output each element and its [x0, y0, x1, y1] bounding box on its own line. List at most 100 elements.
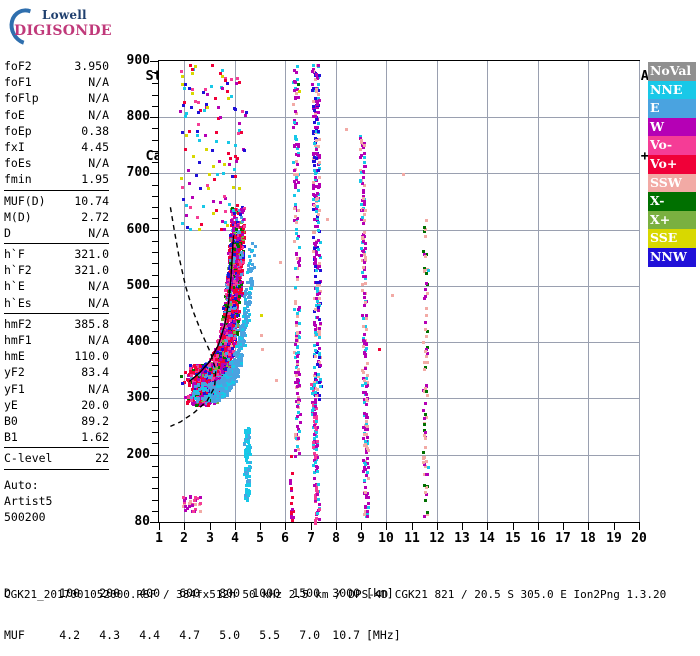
echo-point [229, 331, 232, 334]
echo-point [223, 333, 226, 336]
echo-point [234, 335, 237, 338]
echo-point [181, 382, 184, 385]
ionogram-plot[interactable] [158, 60, 640, 525]
echo-point [201, 382, 204, 385]
y-axis-label-500: 500 [126, 277, 150, 293]
echo-point [228, 342, 231, 345]
echo-point [219, 343, 222, 346]
echo-point [201, 399, 204, 402]
echo-point [222, 315, 225, 318]
echo-point [203, 392, 206, 395]
echo-point [229, 319, 232, 322]
echo-point [198, 401, 201, 404]
echo-point [235, 272, 238, 275]
legend-item-x[interactable]: X+ [648, 210, 696, 230]
echo-point [188, 384, 191, 387]
echo-point [236, 221, 239, 224]
echo-point [231, 276, 234, 279]
echo-point [224, 359, 227, 362]
echo-point [243, 236, 246, 239]
echo-point [230, 210, 233, 213]
legend-item-w[interactable]: W [648, 117, 696, 137]
echo-point [234, 297, 237, 300]
echo-point [227, 358, 230, 361]
param-row-hmE: hmE 110.0 [4, 348, 109, 364]
source-file-line: CGK21_2017001052000.RSF / 384fx512h 50 k… [4, 588, 667, 601]
echo-point [228, 353, 231, 356]
echo-point [202, 379, 205, 382]
echo-point [222, 354, 225, 357]
legend-item-noval[interactable]: NoVal [648, 62, 696, 81]
x-axis-label-17: 17 [555, 531, 571, 546]
legend-item-sse[interactable]: SSE [648, 229, 696, 248]
legend-item-nnw[interactable]: NNW [648, 247, 696, 267]
echo-point [216, 370, 219, 373]
legend-item-x[interactable]: X- [648, 192, 696, 211]
echo-point [224, 308, 227, 311]
echo-point [240, 288, 243, 291]
param-divider [4, 243, 109, 245]
echo-point [219, 356, 222, 359]
echo-point [233, 342, 236, 345]
param-row-foEp: foEp 0.38 [4, 123, 109, 139]
y-minor-tick [152, 319, 158, 321]
echo-point [244, 317, 247, 320]
param-key: MUF(D) [4, 193, 46, 208]
echo-point [224, 325, 227, 328]
y-tick-800 [150, 117, 158, 119]
x-axis-label-2: 2 [180, 531, 188, 546]
param-key: M(D) [4, 209, 32, 224]
echo-point [187, 395, 190, 398]
param-row-yE: yE 20.0 [4, 397, 109, 413]
x-tick-5 [260, 523, 261, 530]
echo-point [230, 344, 233, 347]
echo-point [231, 292, 234, 295]
echo-point [189, 364, 192, 367]
legend-item-ssw[interactable]: SSW [648, 173, 696, 193]
param-row-hEs: h`Es N/A [4, 295, 109, 311]
echo-point [226, 345, 229, 348]
legend-item-e[interactable]: E [648, 99, 696, 118]
x-tick-11 [412, 523, 413, 530]
echo-point [232, 273, 235, 276]
param-row-foEs: foEs N/A [4, 155, 109, 171]
echo-point [215, 367, 218, 370]
legend-item-nne[interactable]: NNE [648, 80, 696, 100]
echo-point [192, 371, 195, 374]
echo-point [238, 209, 241, 212]
y-minor-tick [152, 499, 158, 501]
echo-point [236, 274, 239, 277]
echo-point [223, 356, 226, 359]
gridline-y-300 [159, 398, 639, 399]
legend-item-vo[interactable]: Vo- [648, 136, 696, 155]
y-minor-tick [152, 105, 158, 107]
echo-point [232, 286, 235, 289]
echo-point [205, 404, 208, 407]
echo-point [234, 224, 237, 227]
echo-point [241, 246, 244, 249]
echo-point [192, 385, 195, 388]
x-tick-13 [462, 523, 463, 530]
legend-item-vo[interactable]: Vo+ [648, 154, 696, 174]
logo-lowell-text: Lowell [42, 8, 87, 22]
param-divider [4, 468, 109, 470]
echo-point [234, 315, 237, 318]
muf-value-2: 4.4 [139, 628, 160, 642]
echo-point [227, 283, 230, 286]
echo-point [229, 358, 232, 361]
plot-gridlines [159, 61, 640, 522]
y-minor-tick [152, 409, 158, 411]
echo-point [231, 234, 234, 237]
echo-point [236, 333, 239, 336]
param-key: h`Es [4, 295, 32, 310]
y-minor-tick [152, 274, 158, 276]
echo-point [235, 359, 238, 362]
echo-point [236, 226, 239, 229]
echo-point [236, 331, 239, 334]
param-row-hF2: h`F2 321.0 [4, 262, 109, 278]
echo-point [236, 243, 239, 246]
gridline-x-10 [386, 61, 387, 522]
echo-point [202, 368, 205, 371]
echo-point [230, 334, 233, 337]
echo-point [233, 293, 236, 296]
